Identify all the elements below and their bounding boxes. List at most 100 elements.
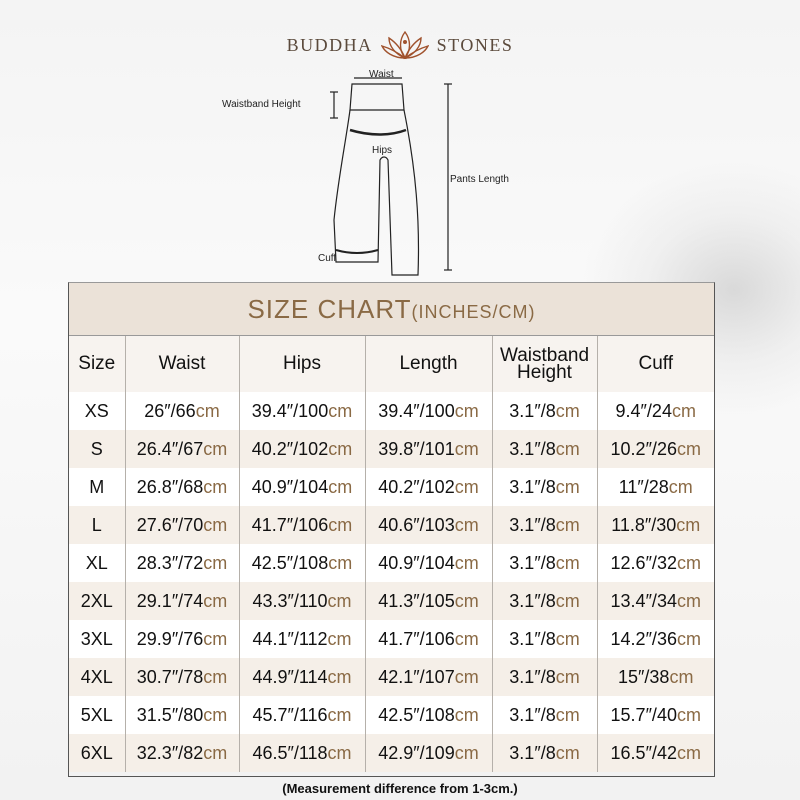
unit: cm (195, 400, 220, 421)
value: 27.6″/70 (136, 514, 204, 535)
unit: cm (555, 514, 580, 535)
table-row: M 26.8″/68cm 40.9″/104cm 40.2″/102cm 3.1″/8c… (69, 468, 714, 506)
value: 39.4″/100 (378, 400, 455, 421)
unit: cm (327, 590, 352, 611)
unit: cm (454, 438, 479, 459)
value: 42.9″/109 (378, 742, 455, 763)
value: 32.3″/82 (136, 742, 204, 763)
unit: cm (454, 742, 479, 763)
value: 16.5″/42 (610, 742, 677, 763)
value: 30.7″/78 (136, 666, 204, 687)
value: 14.2″/36 (610, 628, 677, 649)
waist-label: Waist (369, 69, 394, 80)
measurement-cell: 29.9″/76cm (124, 620, 239, 658)
unit: cm (676, 742, 701, 763)
unit: cm (203, 628, 228, 649)
value: 3.1″/8 (509, 590, 556, 611)
measurement-cell: 42.5″/108cm (364, 696, 492, 734)
measurement-cell: 11.8″/30cm (596, 506, 714, 544)
table-row: L 27.6″/70cm 41.7″/106cm 40.6″/103cm 3.1″/8c… (69, 506, 714, 544)
measurement-cell: 43.3″/110cm (238, 582, 365, 620)
unit: cm (668, 476, 693, 497)
value: 3.1″/8 (509, 438, 556, 459)
value: 40.9″/104 (251, 476, 329, 497)
measurement-cell: 31.5″/80cm (124, 696, 239, 734)
table-row: 2XL 29.1″/74cm 43.3″/110cm 41.3″/105cm 3.1″/… (69, 582, 714, 620)
unit: cm (203, 514, 228, 535)
measurement-cell: 41.7″/106cm (364, 620, 492, 658)
unit: cm (676, 438, 701, 459)
size-table: SIZE CHART(INCHES/CM) Size Waist Hips Lengt… (69, 283, 714, 772)
value: 26.8″/68 (136, 476, 204, 497)
measurement-cell: 28.3″/72cm (124, 544, 239, 582)
measurement-cell: 39.4″/100cm (364, 392, 492, 430)
brand-name-right: STONES (436, 34, 514, 55)
value: 29.1″/74 (136, 590, 204, 611)
unit: cm (676, 514, 701, 535)
value: 39.4″/100 (251, 400, 329, 421)
measurement-cell: 27.6″/70cm (124, 506, 239, 544)
value: 45.7″/116 (252, 704, 328, 725)
value: 15″/38 (618, 666, 670, 687)
value: 12.6″/32 (610, 552, 677, 573)
value: 43.3″/110 (252, 590, 328, 611)
unit: cm (328, 438, 353, 459)
pants-length-label: Pants Length (450, 174, 509, 185)
waistband-height-label: Waistband Height (222, 99, 301, 110)
table-row: 6XL 32.3″/82cm 46.5″/118cm 42.9″/109cm 3.1″/… (69, 734, 714, 772)
value: 46.5″/118 (252, 742, 328, 763)
unit: cm (676, 628, 701, 649)
unit: cm (328, 476, 353, 497)
measurement-cell: 46.5″/118cm (238, 734, 365, 772)
unit: cm (671, 400, 696, 421)
value: 41.3″/105 (378, 590, 455, 611)
unit: cm (454, 400, 479, 421)
table-row: 3XL 29.9″/76cm 44.1″/112cm 41.7″/106cm 3.1″/… (69, 620, 714, 658)
value: 26.4″/67 (136, 438, 204, 459)
value: 3.1″/8 (509, 400, 556, 421)
measurement-cell: 9.4″/24cm (596, 392, 714, 430)
unit: cm (327, 666, 352, 687)
value: 44.1″/112 (252, 628, 328, 649)
measurement-cell: 14.2″/36cm (596, 620, 714, 658)
value: 11.8″/30 (611, 514, 677, 535)
measurement-cell: 42.9″/109cm (364, 734, 492, 772)
unit: cm (328, 552, 353, 573)
measurement-cell: 26.4″/67cm (124, 430, 239, 468)
unit: cm (555, 590, 580, 611)
unit: cm (669, 666, 694, 687)
title-text: SIZE CHART (247, 293, 412, 324)
table-row: XS 26″/66cm 39.4″/100cm 39.4″/100cm 3.1″/8cm… (69, 392, 714, 430)
measurement-cell: 41.3″/105cm (364, 582, 492, 620)
measurement-cell: 3.1″/8cm (491, 696, 597, 734)
unit: cm (328, 514, 353, 535)
measurement-cell: 3.1″/8cm (491, 544, 597, 582)
value: 29.9″/76 (136, 628, 204, 649)
cuff-label: Cuff (318, 253, 337, 264)
size-cell: 6XL (69, 734, 125, 772)
size-cell: XS (69, 392, 125, 430)
hips-label: Hips (372, 145, 393, 156)
value: 44.9″/114 (252, 666, 328, 687)
unit: cm (454, 666, 479, 687)
measurement-cell: 40.2″/102cm (238, 430, 365, 468)
measurement-cell: 11″/28cm (596, 468, 714, 506)
measurement-cell: 32.3″/82cm (124, 734, 239, 772)
unit: cm (555, 628, 580, 649)
measurement-cell: 41.7″/106cm (238, 506, 365, 544)
value: 10.2″/26 (610, 438, 677, 459)
table-title: SIZE CHART(INCHES/CM) (69, 283, 714, 336)
unit: cm (203, 476, 228, 497)
size-cell: M (69, 468, 125, 506)
unit: cm (203, 704, 228, 725)
unit: cm (203, 438, 228, 459)
measurement-cell: 40.9″/104cm (238, 468, 365, 506)
measurement-cell: 29.1″/74cm (124, 582, 239, 620)
measurement-cell: 44.1″/112cm (238, 620, 365, 658)
value: 15.7″/40 (610, 704, 677, 725)
value: 40.2″/102 (378, 476, 455, 497)
lotus-icon (380, 30, 429, 60)
value: 3.1″/8 (509, 628, 556, 649)
column-header: Hips (238, 335, 365, 392)
